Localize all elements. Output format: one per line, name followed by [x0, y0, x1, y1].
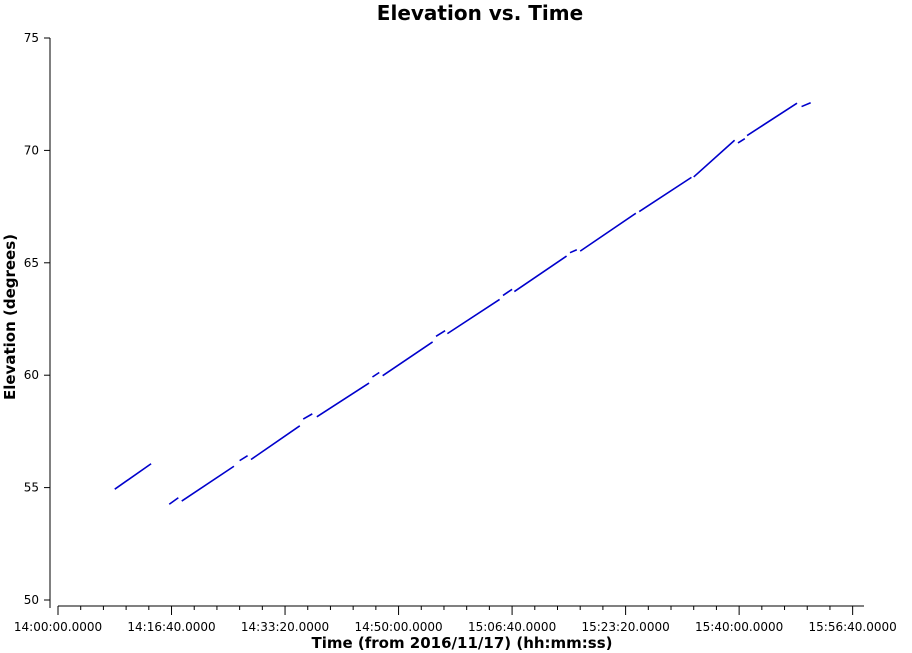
elevation-series-segment: [250, 425, 301, 461]
elevation-series-segment: [693, 139, 736, 178]
x-tick-label: 14:33:20.0000: [241, 620, 329, 634]
elevation-series-segment: [382, 341, 434, 377]
elevation-series-segment: [239, 455, 249, 462]
elevation-series-segment: [446, 298, 501, 335]
x-tick-label: 14:00:00.0000: [14, 620, 102, 634]
x-tick-label: 15:56:40.0000: [809, 620, 897, 634]
elevation-series-segment: [801, 102, 811, 108]
elevation-series-segment: [746, 102, 798, 137]
elevation-series-segment: [114, 463, 152, 490]
elevation-series-segment: [316, 382, 370, 418]
elevation-series-segment: [737, 138, 746, 144]
elevation-series-segment: [372, 371, 380, 378]
elevation-series-segment: [569, 249, 578, 254]
x-tick-label: 15:23:20.0000: [581, 620, 669, 634]
y-tick-label: 75: [24, 31, 39, 45]
x-ticks: 14:00:00.0000 14:16:40.0000 14:33:20.0000 1…: [14, 606, 897, 634]
elevation-series-segment: [168, 497, 179, 505]
y-tick-label: 65: [24, 256, 39, 270]
y-tick-label: 50: [24, 593, 39, 607]
x-tick-label: 15:40:00.0000: [695, 620, 783, 634]
y-tick-label: 60: [24, 368, 39, 382]
x-axis-label: Time (from 2016/11/17) (hh:mm:ss): [311, 634, 612, 652]
elevation-series-segment: [181, 465, 235, 502]
elevation-series-segment: [579, 212, 637, 252]
x-tick-label: 14:16:40.0000: [127, 620, 215, 634]
elevation-series-segment: [638, 176, 692, 213]
y-tick-label: 55: [24, 481, 39, 495]
x-tick-label: 14:50:00.0000: [354, 620, 442, 634]
y-tick-label: 70: [24, 143, 39, 157]
elevation-series-segment: [502, 288, 513, 297]
elevation-series-segment: [513, 255, 568, 293]
elevation-series-segment: [435, 330, 446, 337]
y-ticks: 50 55 60 65 70 75: [24, 31, 50, 607]
elevation-series-segment: [302, 413, 313, 420]
y-axis-label: Elevation (degrees): [1, 234, 19, 400]
x-tick-label: 15:06:40.0000: [468, 620, 556, 634]
plot-area: [114, 102, 811, 505]
chart-title: Elevation vs. Time: [377, 1, 583, 25]
